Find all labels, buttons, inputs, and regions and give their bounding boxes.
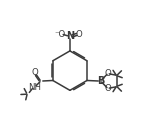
Text: O: O (76, 29, 82, 39)
Text: N: N (66, 31, 74, 41)
Text: NH: NH (28, 83, 41, 92)
Text: O: O (32, 68, 38, 77)
Text: ⁻O: ⁻O (55, 29, 66, 39)
Text: B: B (97, 76, 104, 86)
Text: O: O (105, 69, 111, 78)
Text: O: O (105, 84, 111, 93)
